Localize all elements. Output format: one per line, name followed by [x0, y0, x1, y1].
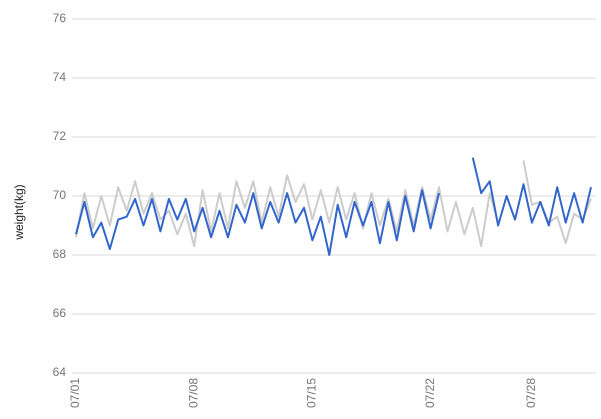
- y-tick-label: 76: [53, 11, 67, 25]
- x-tick-label: 07/15: [305, 378, 319, 408]
- x-tick-label: 07/28: [524, 378, 538, 408]
- x-tick-label: 07/01: [68, 378, 82, 408]
- series-line: [75, 157, 592, 256]
- series-line: [75, 160, 592, 248]
- y-axis-label: weight(kg): [12, 184, 26, 240]
- y-tick-label: 66: [53, 306, 67, 320]
- y-tick-label: 72: [53, 129, 67, 143]
- y-tick-label: 64: [53, 365, 67, 379]
- y-tick-label: 68: [53, 247, 67, 261]
- x-tick-label: 07/08: [186, 378, 200, 408]
- y-tick-label: 74: [53, 70, 67, 84]
- x-tick-label: 07/22: [423, 378, 437, 408]
- y-tick-label: 70: [53, 188, 67, 202]
